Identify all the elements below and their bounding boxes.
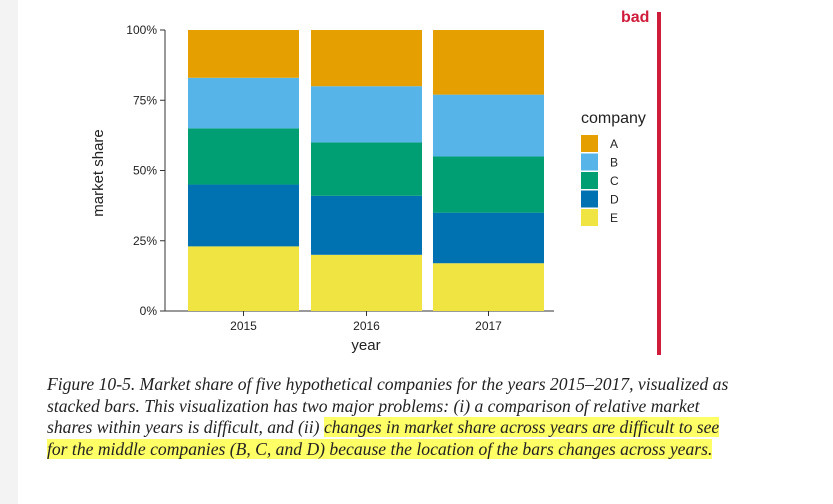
legend-swatch-B — [581, 153, 598, 171]
x-tick-label: 2015 — [230, 319, 257, 333]
bar-segment-D-2015 — [188, 184, 299, 247]
legend-label-A: A — [610, 137, 618, 151]
legend-swatch-D — [581, 190, 598, 208]
legend-swatch-A — [581, 135, 598, 152]
bar-segment-E-2015 — [188, 246, 299, 311]
bar-segment-C-2015 — [188, 128, 299, 185]
x-tick-label: 2017 — [475, 319, 502, 333]
x-tick-label: 2016 — [353, 319, 380, 333]
legend-swatch-E — [581, 209, 598, 226]
bar-segment-E-2017 — [433, 263, 544, 311]
legend-title: company — [581, 110, 646, 127]
legend-label-B: B — [610, 156, 618, 170]
bar-segment-D-2017 — [433, 212, 544, 264]
bar-segment-C-2016 — [311, 142, 422, 196]
y-tick-label: 100% — [126, 23, 157, 37]
bar-segment-E-2016 — [311, 254, 422, 311]
bad-label: bad — [621, 9, 650, 26]
bar-segment-B-2016 — [311, 86, 422, 143]
figure-caption: Figure 10-5. Market share of five hypoth… — [47, 374, 737, 460]
bar-segment-A-2015 — [188, 30, 299, 78]
legend-label-E: E — [610, 211, 618, 225]
x-axis-title: year — [351, 337, 380, 354]
y-axis-title: market share — [90, 129, 107, 217]
bar-segment-D-2016 — [311, 195, 422, 255]
legend-swatch-C — [581, 172, 598, 189]
bar-segment-B-2017 — [433, 94, 544, 157]
y-tick-label: 50% — [133, 164, 157, 178]
bar-segment-A-2017 — [433, 30, 544, 95]
page-margin-strip — [0, 0, 18, 504]
y-tick-label: 25% — [133, 234, 157, 248]
bar-segment-B-2015 — [188, 77, 299, 129]
y-tick-label: 75% — [133, 93, 157, 107]
legend-label-D: D — [610, 193, 619, 207]
y-tick-label: 0% — [140, 304, 158, 318]
bar-segment-C-2017 — [433, 156, 544, 213]
bar-segment-A-2016 — [311, 30, 422, 87]
legend-label-C: C — [610, 174, 619, 188]
caption-text: Figure 10-5. Market share of five hypoth… — [47, 374, 729, 438]
bad-indicator-bar — [657, 12, 661, 355]
